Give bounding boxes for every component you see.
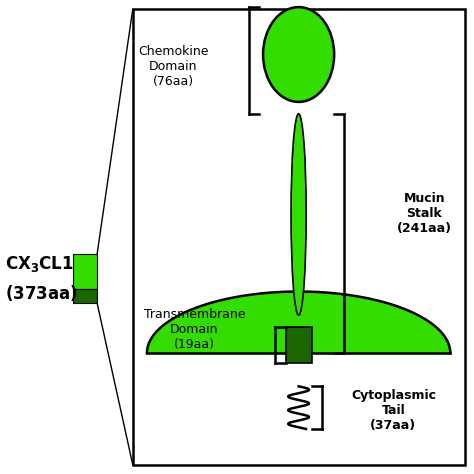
- Ellipse shape: [263, 7, 334, 102]
- Text: Mucin
Stalk
(241aa): Mucin Stalk (241aa): [397, 192, 452, 235]
- Bar: [73, 254, 97, 289]
- Ellipse shape: [291, 114, 306, 315]
- Text: Chemokine
Domain
(76aa): Chemokine Domain (76aa): [138, 45, 208, 88]
- Text: $\mathbf{(373aa)}$: $\mathbf{(373aa)}$: [5, 283, 78, 303]
- Bar: [133, 9, 465, 465]
- Text: $\mathbf{CX_3CL1}$: $\mathbf{CX_3CL1}$: [5, 254, 73, 274]
- Bar: [285, 327, 312, 363]
- Bar: [73, 289, 97, 303]
- Text: Cytoplasmic
Tail
(37aa): Cytoplasmic Tail (37aa): [351, 389, 436, 431]
- Text: Transmembrane
Domain
(19aa): Transmembrane Domain (19aa): [144, 308, 245, 351]
